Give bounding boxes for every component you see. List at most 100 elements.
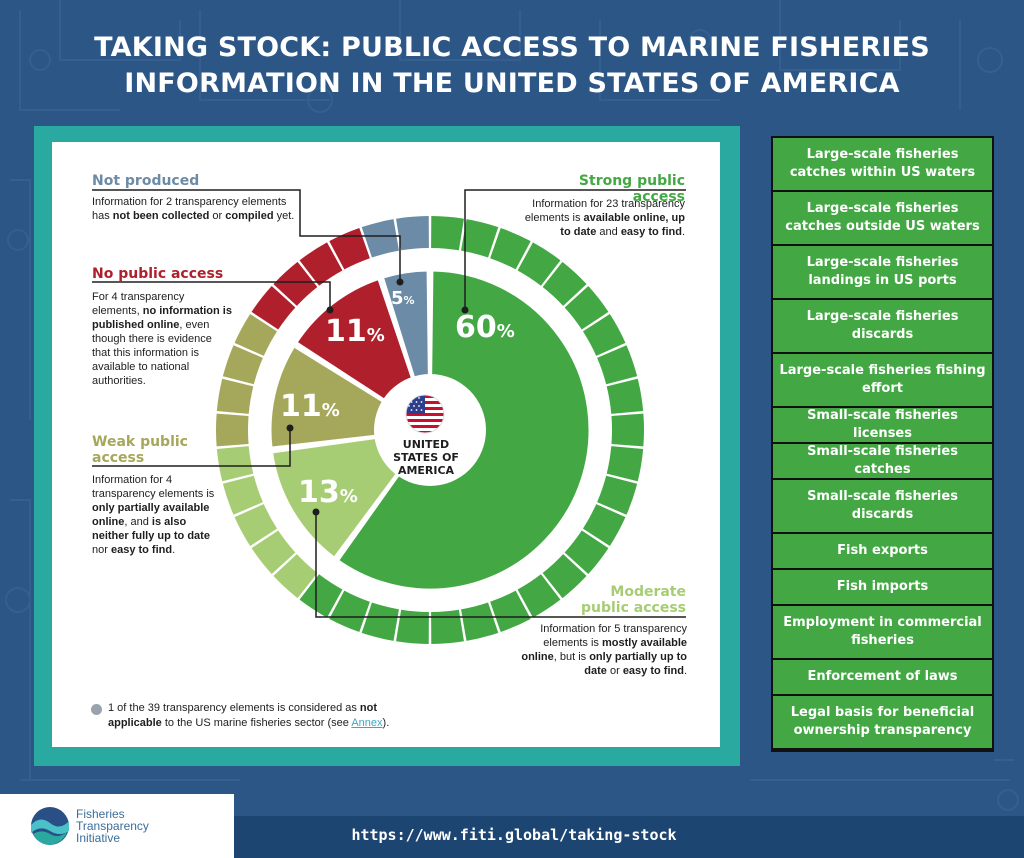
element-item: Fish exports: [773, 534, 992, 568]
us-flag-icon: [405, 394, 445, 434]
ring-cell-strong: [597, 475, 638, 515]
pct-strong-value: 60: [455, 310, 497, 345]
ring-cell-strong: [582, 314, 626, 356]
annex-link[interactable]: Annex: [351, 717, 383, 729]
ring-cell-not_produced: [396, 216, 429, 251]
element-item: Large-scale fisheries catches within US …: [773, 138, 992, 190]
leader-weak-access-dot: [286, 424, 294, 432]
url-bar: [234, 816, 1024, 858]
ring-cell-strong: [582, 504, 626, 546]
element-item: Employment in commercial fisheries: [773, 606, 992, 658]
ring-cell-strong: [611, 413, 644, 447]
ring-cell-weak: [222, 345, 263, 385]
ring-cell-strong: [461, 602, 499, 641]
ring-cell-none: [299, 242, 343, 286]
ring-cell-strong: [564, 530, 609, 574]
ring-cell-moderate: [273, 554, 318, 599]
country-line-3: AMERICA: [397, 464, 455, 477]
logo-line-3: Initiative: [76, 831, 121, 845]
ring-cell-strong: [329, 590, 370, 632]
logo-text: Fisheries Transparency Initiative: [76, 808, 149, 844]
country-label: UNITED STATES OF AMERICA: [374, 438, 478, 477]
pct-moderate-value: 13: [298, 475, 340, 510]
label-moderate-access: Moderate public access: [581, 584, 686, 616]
desc-not-produced: Information for 2 transparency elements …: [92, 196, 295, 222]
pct-none-value: 11: [325, 314, 367, 349]
ring-cell-weak: [234, 314, 278, 356]
ring-cell-strong: [517, 242, 561, 286]
ring-cell-not_produced: [361, 219, 399, 258]
ring-cell-none: [273, 261, 318, 306]
ring-cell-strong: [431, 216, 464, 251]
desc-weak-access: Information for 4 transparency elements …: [92, 474, 215, 556]
footnote-bold: not applicable: [108, 702, 378, 729]
ring-cell-strong: [361, 602, 399, 641]
pct-weak-symbol: %: [321, 400, 340, 421]
element-item: Legal basis for beneficial ownership tra…: [773, 696, 992, 748]
element-item: Large-scale fisheries fishing effort: [773, 354, 992, 406]
ring-cell-strong: [461, 219, 499, 258]
leader-moderate-access-dot: [312, 508, 320, 516]
element-item: Small-scale fisheries discards: [773, 480, 992, 532]
pct-moderate-symbol: %: [339, 486, 358, 507]
leader-no-access-dot: [326, 306, 334, 314]
ring-cell-strong: [597, 345, 638, 385]
country-line-2: STATES OF: [393, 451, 459, 464]
country-line-1: UNITED: [402, 438, 450, 451]
ring-cell-moderate: [216, 446, 254, 482]
desc-moderate-access: Information for 5 transparency elements …: [521, 623, 687, 677]
website-url[interactable]: https://www.fiti.global/taking-stock: [351, 826, 677, 844]
title-line-2: INFORMATION IN THE UNITED STATES OF AMER…: [124, 68, 900, 99]
pct-none-symbol: %: [366, 325, 385, 346]
element-item: Enforcement of laws: [773, 660, 992, 694]
ring-cell-strong: [490, 228, 531, 270]
ring-cell-moderate: [251, 530, 296, 574]
ring-cell-moderate: [222, 475, 263, 515]
ring-cell-strong: [396, 609, 429, 644]
fiti-logo-icon: [31, 807, 69, 845]
label-not-produced: Not produced: [92, 173, 200, 189]
element-item: Small-scale fisheries catches: [773, 444, 992, 478]
ring-cell-strong: [299, 574, 343, 618]
pct-weak-value: 11: [280, 389, 322, 424]
transparency-elements-list: Large-scale fisheries catches within US …: [771, 136, 994, 752]
leader-not-produced-dot: [396, 278, 404, 286]
element-item: Small-scale fisheries licenses: [773, 408, 992, 442]
pct-not-produced-value: 5: [391, 288, 404, 309]
leader-strong-access: [464, 189, 686, 310]
footnote-mid: to the US marine fisheries sector (see: [161, 717, 352, 729]
desc-strong-access: Information for 23 transparency elements…: [524, 198, 685, 238]
footnote-pre: 1 of the 39 transparency elements is con…: [108, 702, 360, 714]
ring-cell-strong: [490, 590, 531, 632]
ring-cell-weak: [216, 413, 249, 447]
pct-not-produced-symbol: %: [403, 294, 415, 307]
ring-cell-strong: [606, 378, 644, 414]
pct-none: 11%: [325, 314, 385, 349]
leader-not-produced: [92, 189, 401, 282]
not-applicable-dot-icon: [91, 704, 102, 715]
desc-no-access: For 4 transparency elements, no informat…: [92, 291, 232, 387]
ring-cell-none: [329, 228, 370, 270]
element-item: Large-scale fisheries catches outside US…: [773, 192, 992, 244]
title-line-1: TAKING STOCK: PUBLIC ACCESS TO MARINE FI…: [94, 32, 930, 63]
footnote: 1 of the 39 transparency elements is con…: [108, 701, 428, 731]
element-item: Fish imports: [773, 570, 992, 604]
leader-no-access: [92, 281, 331, 310]
logo-line-2: Transparency: [76, 819, 149, 833]
ring-cell-moderate: [234, 504, 278, 546]
footnote-post: ).: [382, 717, 390, 729]
ring-cell-strong: [431, 609, 464, 644]
logo-line-1: Fisheries: [76, 807, 125, 821]
leader-weak-access: [92, 428, 291, 467]
pct-strong: 60%: [455, 310, 515, 345]
pct-strong-symbol: %: [496, 321, 515, 342]
page-title: TAKING STOCK: PUBLIC ACCESS TO MARINE FI…: [0, 30, 1024, 102]
ring-cell-strong: [542, 261, 587, 306]
pct-moderate: 13%: [298, 475, 358, 510]
ring-cell-weak: [216, 378, 254, 414]
leader-strong-access-dot: [461, 306, 469, 314]
ring-cell-strong: [564, 286, 609, 330]
label-strong-access: Strong public access: [578, 173, 685, 205]
